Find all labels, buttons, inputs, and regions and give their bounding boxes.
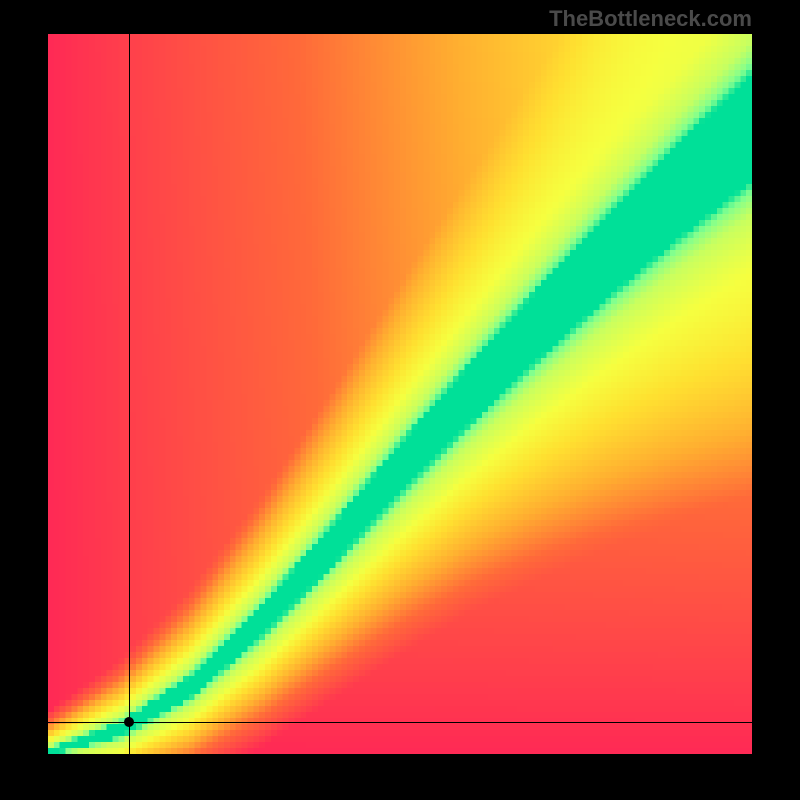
chart-container: TheBottleneck.com — [0, 0, 800, 800]
watermark-text: TheBottleneck.com — [549, 6, 752, 32]
crosshair-horizontal — [48, 722, 752, 723]
heatmap-canvas — [48, 34, 752, 754]
crosshair-marker-dot — [124, 717, 134, 727]
plot-area — [48, 34, 752, 754]
crosshair-vertical — [129, 34, 130, 754]
